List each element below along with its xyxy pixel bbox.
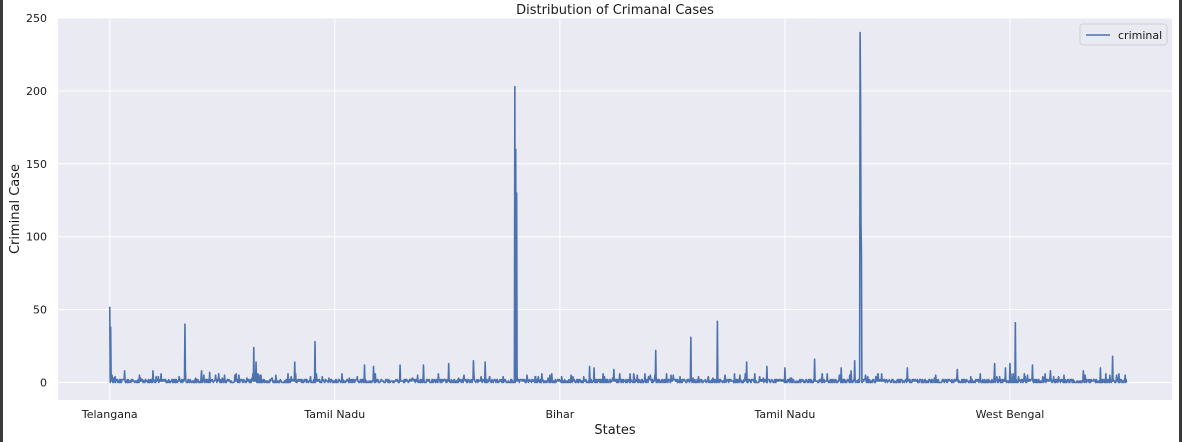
window-frame-left (0, 0, 3, 442)
x-tick-label: Tamil Nadu (753, 408, 815, 421)
grid-lines (58, 17, 1172, 400)
y-tick-label: 150 (26, 158, 47, 171)
x-tick-label: Bihar (545, 408, 574, 421)
y-tick-label: 200 (26, 85, 47, 98)
legend: criminal (1079, 23, 1168, 46)
y-axis-ticks: 0 50 100 150 200 250 (26, 12, 47, 390)
series-line-criminal (108, 31, 1128, 384)
x-axis-title: States (594, 423, 635, 438)
window-frame-right (1179, 0, 1182, 442)
plot-area (58, 18, 1172, 400)
x-tick-label: West Bengal (976, 408, 1045, 421)
x-tick-label: Telangana (81, 408, 138, 421)
chart-title: Distribution of Crimanal Cases (516, 3, 714, 18)
y-tick-label: 50 (33, 304, 47, 317)
x-tick-label: Tamil Nadu (303, 408, 365, 421)
legend-label-criminal: criminal (1118, 29, 1162, 42)
y-tick-label: 0 (40, 377, 47, 390)
y-tick-label: 250 (26, 12, 47, 25)
legend-box (1079, 23, 1168, 46)
x-axis-ticks: Telangana Tamil Nadu Bihar Tamil Nadu West B… (81, 408, 1044, 421)
y-axis-title: Criminal Case (8, 164, 23, 254)
y-tick-label: 100 (26, 231, 47, 244)
